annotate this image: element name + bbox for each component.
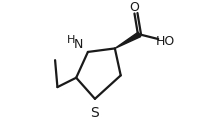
- Polygon shape: [115, 32, 141, 48]
- Text: H: H: [67, 35, 75, 45]
- Text: HO: HO: [156, 36, 175, 49]
- Text: S: S: [90, 106, 99, 120]
- Text: N: N: [73, 38, 83, 51]
- Text: O: O: [129, 2, 139, 14]
